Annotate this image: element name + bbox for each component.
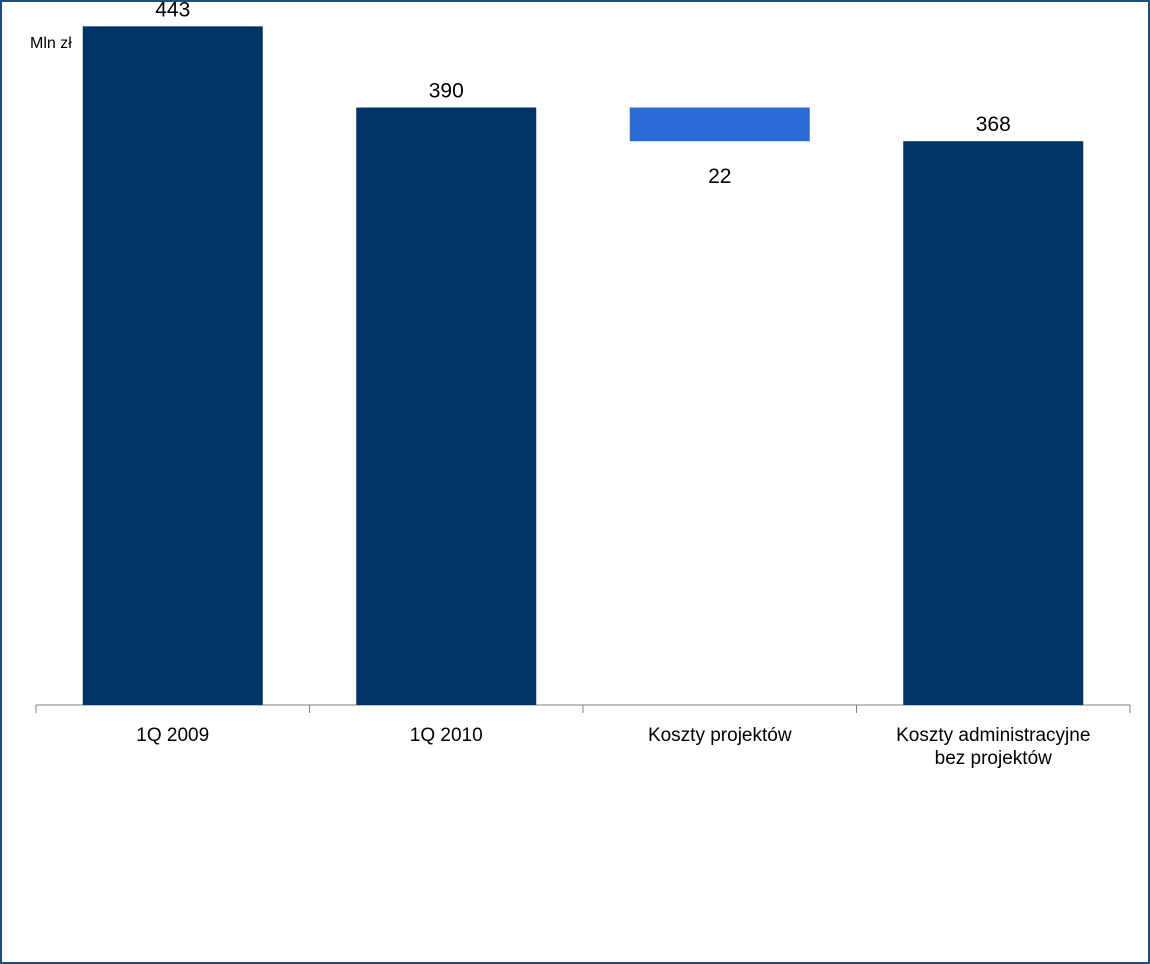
x-tick-label: 1Q 2009	[136, 725, 209, 746]
unit-label: Mln zł	[30, 35, 72, 52]
bar	[903, 141, 1084, 705]
data-label: 368	[976, 113, 1011, 136]
x-tick-label: bez projektów	[935, 748, 1053, 769]
data-label: 22	[708, 165, 731, 188]
bar	[82, 26, 263, 706]
bar	[629, 107, 810, 142]
x-tick-label: Koszty administracyjne	[896, 725, 1090, 746]
x-tick-label: Koszty projektów	[648, 725, 792, 746]
x-tick-label: 1Q 2010	[410, 725, 483, 746]
data-label: 390	[429, 80, 464, 103]
data-label: 443	[155, 2, 190, 21]
bar	[356, 107, 537, 705]
